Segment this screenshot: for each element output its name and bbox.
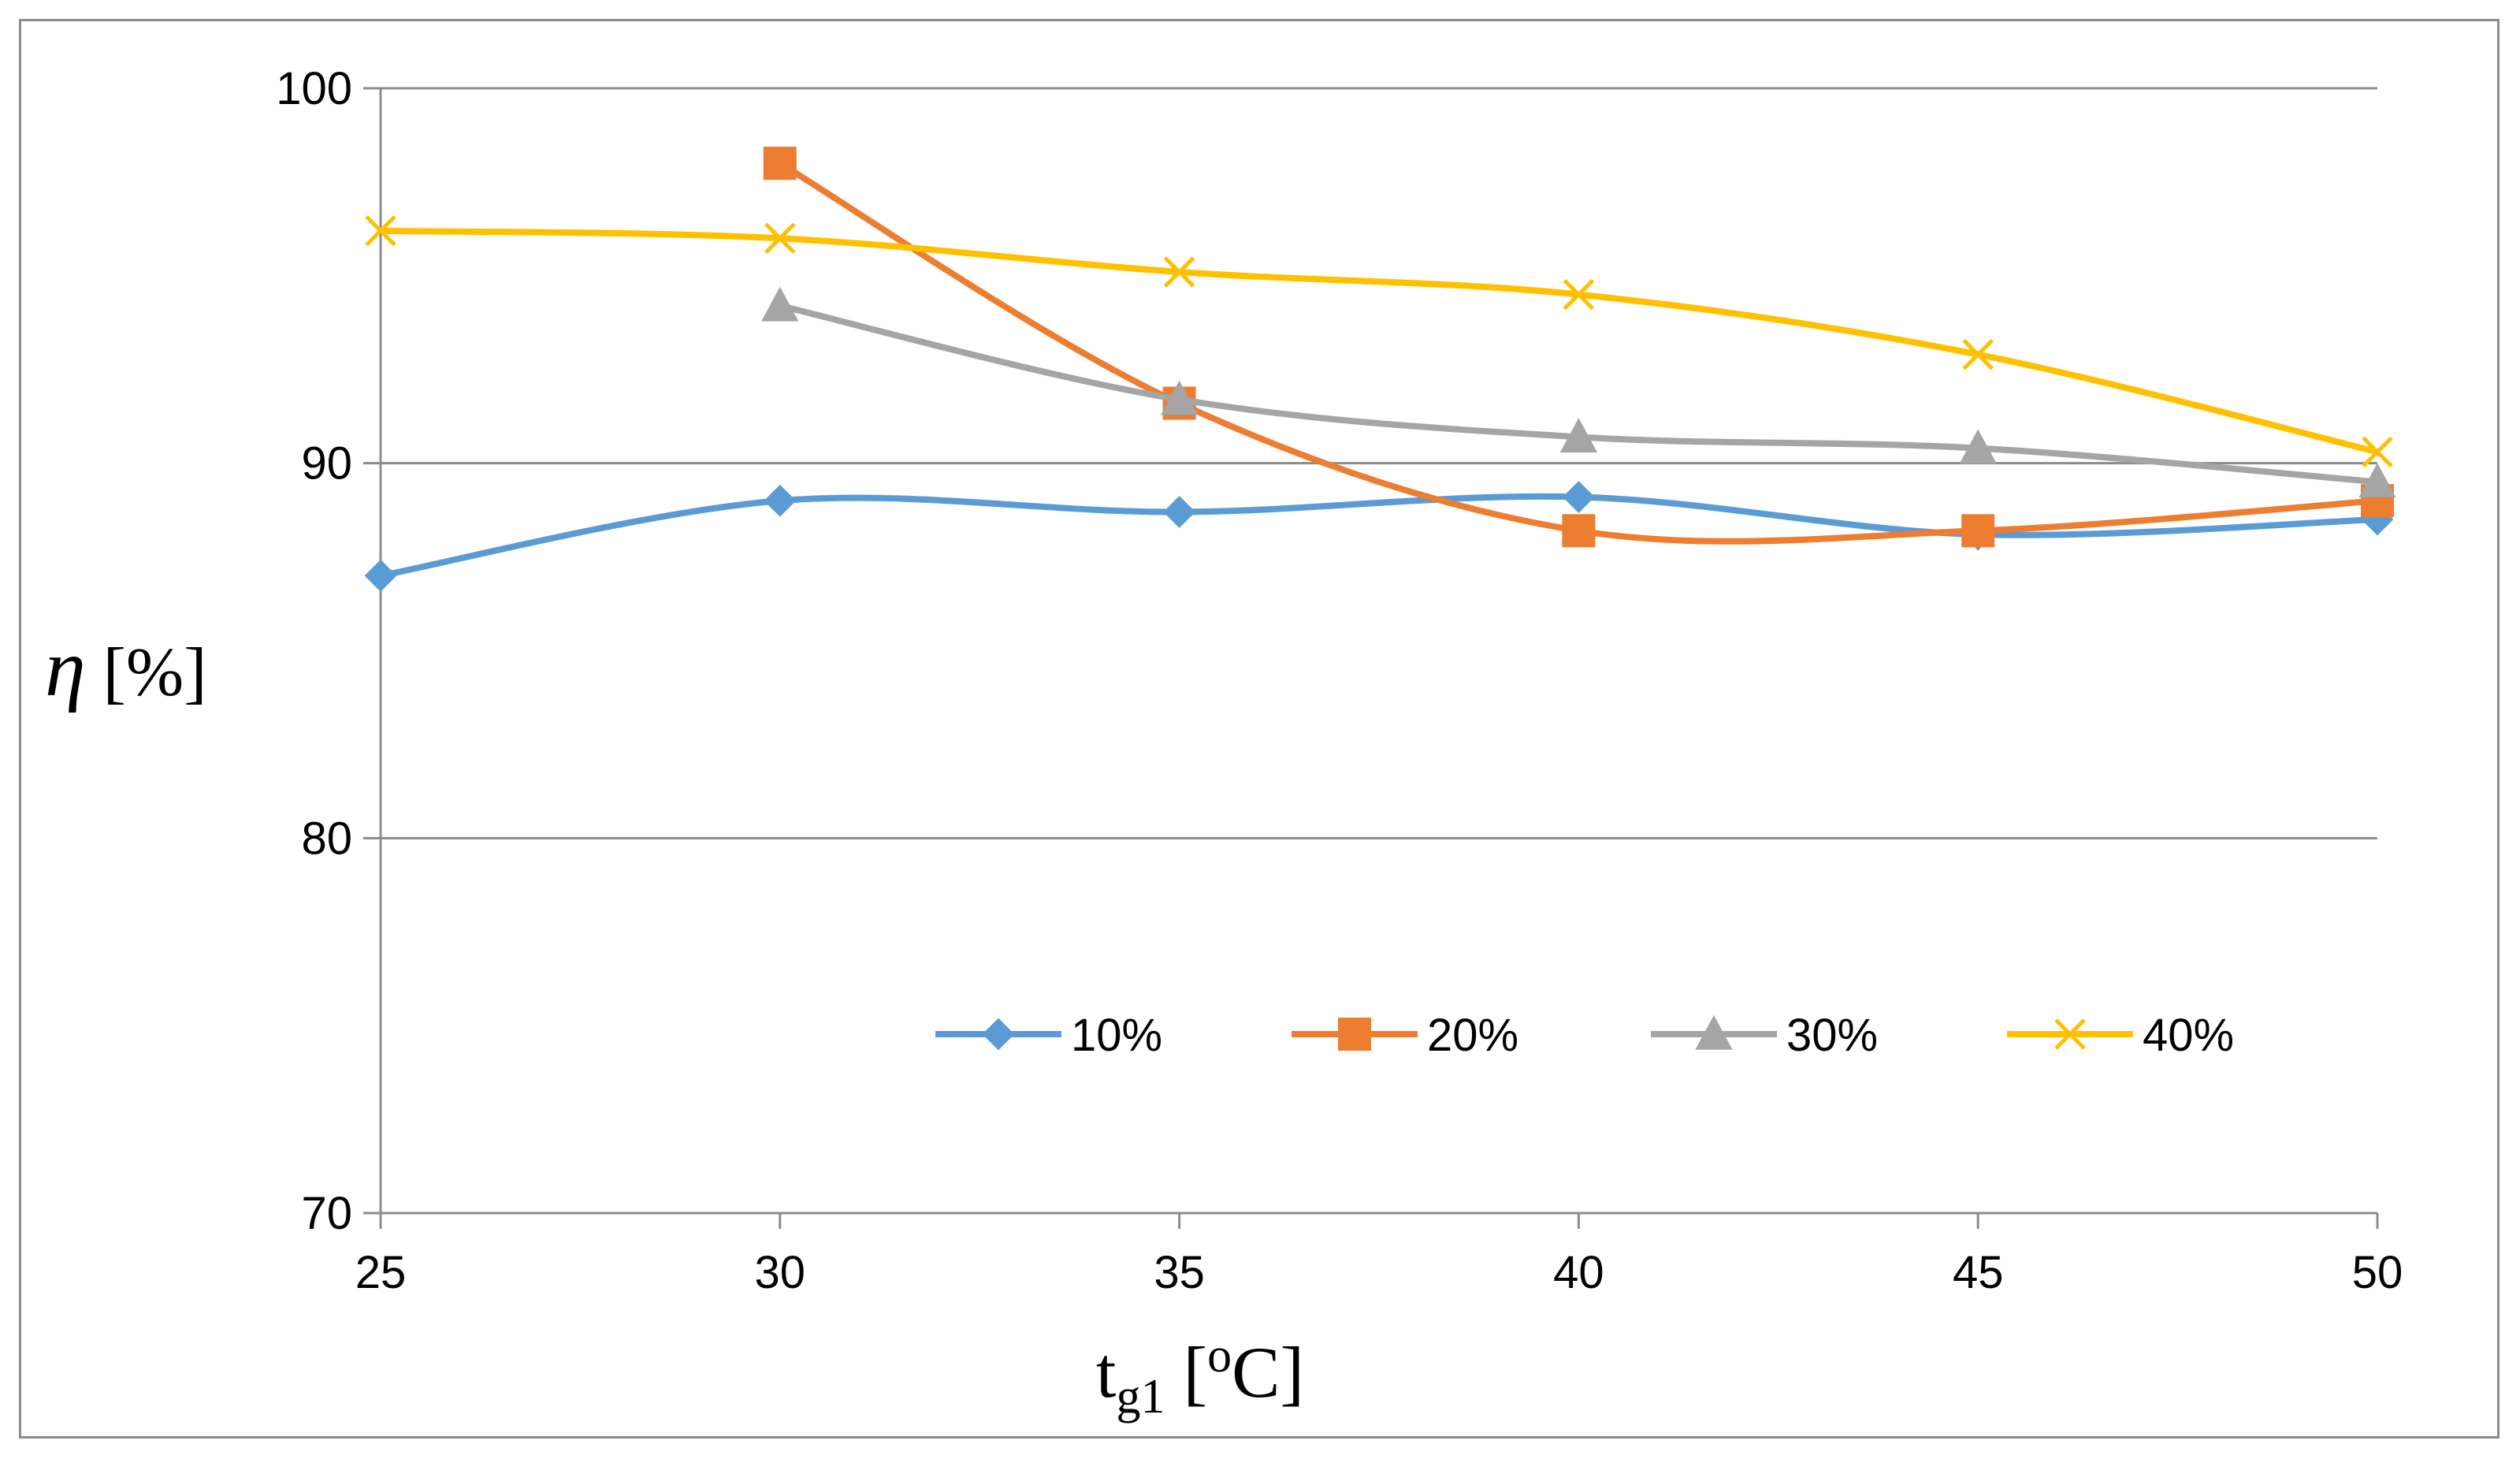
y-axis-title: η [%]: [45, 623, 207, 713]
point-40pct-40: [1563, 278, 1595, 311]
x-tick-label-50: 50: [2352, 1247, 2403, 1298]
x-axis-symbol: t: [1096, 1332, 1117, 1412]
point-10pct-40: [1562, 481, 1595, 513]
chart-frame: 70 80 90 100 25 30 35 40 45 50 10% 20% 30% 40% η [%]…: [19, 19, 2500, 1439]
y-axis-unit: [%]: [86, 635, 207, 711]
legend-entry-20pct: 20%: [1292, 1010, 1518, 1061]
series-line-10pct: [377, 493, 2381, 579]
legend-marker-20pct: [1338, 1018, 1371, 1051]
series-line-40pct: [377, 227, 2381, 456]
point-40pct-25-stroke-b: [365, 214, 396, 247]
series-10pct: [364, 481, 2394, 592]
series-40pct: [365, 214, 2393, 468]
legend-label-30pct: 30%: [1786, 1010, 1878, 1061]
point-10pct-30: [764, 484, 797, 517]
y-tick-label-100: 100: [276, 63, 352, 114]
legend-marker-10pct: [982, 1018, 1015, 1051]
legend-marker-40pct: [2054, 1018, 2086, 1050]
legend-entry-40pct: 40%: [2007, 1010, 2234, 1061]
axes: 70 80 90 100 25 30 35 40 45 50: [276, 63, 2403, 1298]
point-30pct-50: [2358, 463, 2396, 498]
x-axis-unit-superscript: o: [1207, 1329, 1232, 1383]
y-axis-symbol: η: [45, 623, 86, 713]
legend-label-40pct: 40%: [2143, 1010, 2234, 1061]
point-30pct-45: [1959, 429, 1997, 464]
legend-entry-10pct: 10%: [935, 1010, 1162, 1061]
point-40pct-40-stroke-b: [1563, 278, 1595, 311]
x-axis-title: tg1 [oC]: [1096, 1329, 1304, 1424]
legend: 10% 20% 30% 40%: [935, 1010, 2234, 1061]
legend-entry-30pct: 30%: [1651, 1010, 1878, 1061]
x-axis-unit-open: [: [1165, 1332, 1207, 1412]
x-axis-subscript: g1: [1116, 1370, 1165, 1424]
point-20pct-40: [1562, 514, 1596, 548]
y-tick-label-80: 80: [301, 813, 352, 864]
point-10pct-35: [1163, 496, 1196, 528]
x-tick-label-45: 45: [1953, 1247, 2004, 1298]
gridlines: [381, 87, 2377, 839]
x-tick-label-35: 35: [1154, 1247, 1205, 1298]
line-chart: 70 80 90 100 25 30 35 40 45 50 10% 20% 30% 40% η [%]…: [45, 63, 2403, 1424]
x-tick-label-30: 30: [755, 1247, 806, 1298]
legend-marker-30pct: [1695, 1014, 1733, 1050]
point-40pct-35-stroke-b: [1163, 256, 1195, 288]
point-40pct-35: [1163, 256, 1195, 288]
x-tick-label-40: 40: [1553, 1247, 1604, 1298]
x-tick-label-25: 25: [355, 1247, 407, 1298]
legend-marker-40pct-stroke-b: [2054, 1018, 2086, 1050]
point-40pct-45: [1962, 338, 1994, 370]
series-lines: [364, 147, 2396, 592]
point-40pct-30: [764, 222, 796, 255]
legend-label-20pct: 20%: [1427, 1010, 1518, 1061]
series-30pct: [761, 286, 2396, 498]
point-30pct-30: [761, 286, 799, 322]
point-30pct-35: [1160, 380, 1199, 415]
point-20pct-45: [1961, 514, 1995, 548]
point-10pct-25: [364, 559, 397, 592]
legend-label-10pct: 10%: [1071, 1010, 1162, 1061]
point-40pct-50: [2362, 436, 2393, 468]
y-tick-label-90: 90: [301, 438, 352, 489]
point-40pct-50-stroke-b: [2362, 436, 2393, 468]
point-30pct-40: [1559, 418, 1598, 453]
point-40pct-25: [365, 214, 396, 247]
y-tick-label-70: 70: [301, 1188, 352, 1239]
point-40pct-45-stroke-b: [1962, 338, 1994, 370]
point-40pct-30-stroke-b: [764, 222, 796, 255]
x-axis-unit-rest: C]: [1232, 1332, 1304, 1412]
point-20pct-30: [763, 147, 797, 181]
